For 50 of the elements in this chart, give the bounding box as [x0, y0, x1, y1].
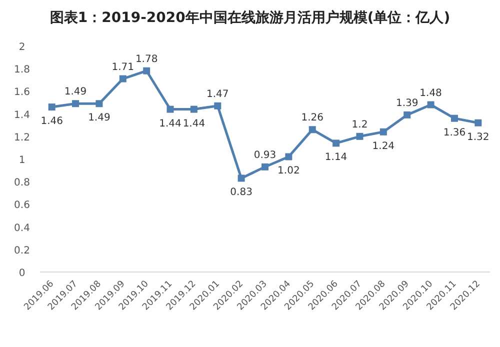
- data-label: 1.49: [88, 112, 110, 124]
- point: [72, 100, 80, 108]
- point: [96, 100, 103, 108]
- data-label: 1.44: [182, 118, 206, 130]
- data-label: 1.49: [64, 86, 87, 98]
- y-tick-label: 1.2: [14, 132, 30, 144]
- data-label: 1.46: [40, 116, 63, 128]
- data-label: 1.26: [301, 112, 324, 124]
- point: [48, 104, 56, 111]
- point: [404, 111, 411, 118]
- y-tick-label: 1.6: [14, 87, 30, 98]
- point: [308, 126, 316, 134]
- data-label: 1.44: [159, 118, 182, 130]
- point: [143, 67, 150, 74]
- point: [332, 140, 340, 147]
- point: [474, 119, 482, 126]
- data-label: 1.02: [278, 166, 300, 177]
- data-label: 1.36: [443, 127, 466, 138]
- chart-title: 图表1：2019-2020年中国在线旅游月活用户规模(单位：亿人): [50, 9, 450, 26]
- data-label: 1.48: [420, 88, 442, 99]
- point: [166, 106, 174, 113]
- point: [285, 153, 292, 160]
- point: [450, 114, 458, 122]
- data-label: 1.78: [135, 54, 158, 65]
- point: [119, 75, 126, 82]
- data-label: 1.24: [372, 140, 395, 152]
- point: [262, 163, 268, 170]
- y-tick-label: 1: [18, 155, 26, 166]
- point: [356, 132, 364, 140]
- point: [380, 128, 387, 136]
- data-label: 1.32: [467, 132, 490, 143]
- data-label: 0.93: [254, 150, 276, 161]
- data-label: 1.2: [352, 119, 368, 130]
- y-tick-label: 1.4: [14, 110, 30, 121]
- y-tick-label: 0.2: [14, 245, 30, 256]
- y-tick-label: 2: [18, 42, 26, 53]
- point: [238, 174, 245, 182]
- data-label: 0.83: [230, 187, 252, 198]
- data-label: 1.39: [396, 98, 418, 109]
- data-label: 1.71: [112, 62, 134, 73]
- point: [190, 106, 198, 113]
- point: [427, 101, 434, 108]
- y-tick-label: 0.6: [14, 200, 30, 212]
- y-tick-label: 0.4: [14, 222, 30, 234]
- data-label: 1.14: [324, 152, 348, 164]
- y-tick-label: 0.8: [14, 178, 30, 189]
- y-tick-label: 1.8: [14, 64, 30, 76]
- point: [214, 102, 222, 110]
- y-tick-label: 0: [18, 268, 26, 279]
- data-label: 1.47: [206, 88, 229, 100]
